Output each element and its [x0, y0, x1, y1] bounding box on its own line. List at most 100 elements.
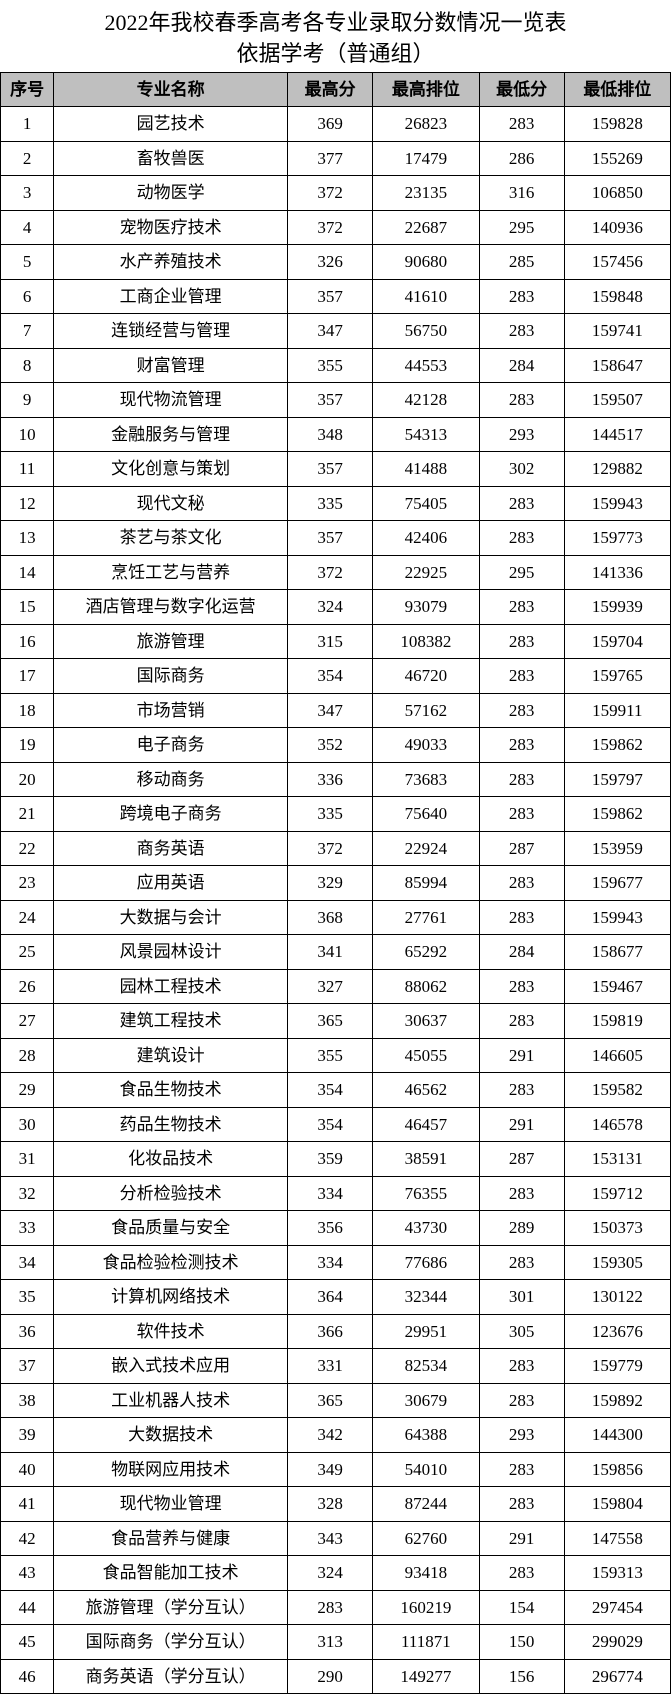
table-cell: 144517: [564, 417, 670, 452]
table-row: 20移动商务33673683283159797: [1, 762, 671, 797]
table-cell: 343: [288, 1521, 373, 1556]
table-cell: 159712: [564, 1176, 670, 1211]
table-cell: 324: [288, 590, 373, 625]
table-cell: 22: [1, 831, 54, 866]
table-cell: 1: [1, 107, 54, 142]
table-cell: 123676: [564, 1314, 670, 1349]
table-cell: 159862: [564, 797, 670, 832]
table-cell: 移动商务: [54, 762, 288, 797]
table-cell: 43730: [373, 1211, 479, 1246]
table-cell: 6: [1, 279, 54, 314]
table-cell: 357: [288, 452, 373, 487]
table-cell: 287: [479, 831, 564, 866]
table-cell: 27: [1, 1004, 54, 1039]
table-cell: 111871: [373, 1625, 479, 1660]
table-cell: 动物医学: [54, 176, 288, 211]
table-cell: 烹饪工艺与营养: [54, 555, 288, 590]
table-cell: 9: [1, 383, 54, 418]
table-cell: 市场营销: [54, 693, 288, 728]
table-cell: 57162: [373, 693, 479, 728]
table-cell: 旅游管理: [54, 624, 288, 659]
table-cell: 283: [479, 1556, 564, 1591]
table-cell: 46457: [373, 1107, 479, 1142]
table-row: 45国际商务（学分互认）313111871150299029: [1, 1625, 671, 1660]
table-cell: 茶艺与茶文化: [54, 521, 288, 556]
table-cell: 283: [479, 107, 564, 142]
table-row: 38工业机器人技术36530679283159892: [1, 1383, 671, 1418]
table-cell: 364: [288, 1280, 373, 1315]
table-cell: 76355: [373, 1176, 479, 1211]
table-row: 23应用英语32985994283159677: [1, 866, 671, 901]
table-body: 1园艺技术369268232831598282畜牧兽医3771747928615…: [1, 107, 671, 1694]
table-cell: 155269: [564, 141, 670, 176]
table-row: 19电子商务35249033283159862: [1, 728, 671, 763]
table-row: 1园艺技术36926823283159828: [1, 107, 671, 142]
table-cell: 283: [479, 279, 564, 314]
table-cell: 17479: [373, 141, 479, 176]
table-cell: 159828: [564, 107, 670, 142]
table-cell: 284: [479, 935, 564, 970]
table-cell: 文化创意与策划: [54, 452, 288, 487]
table-cell: 349: [288, 1452, 373, 1487]
col-index: 序号: [1, 72, 54, 107]
table-row: 39大数据技术34264388293144300: [1, 1418, 671, 1453]
table-cell: 64388: [373, 1418, 479, 1453]
table-cell: 324: [288, 1556, 373, 1591]
table-cell: 水产养殖技术: [54, 245, 288, 280]
table-cell: 291: [479, 1038, 564, 1073]
table-row: 40物联网应用技术34954010283159856: [1, 1452, 671, 1487]
table-cell: 93079: [373, 590, 479, 625]
table-cell: 283: [479, 1073, 564, 1108]
table-cell: 159856: [564, 1452, 670, 1487]
table-cell: 93418: [373, 1556, 479, 1591]
table-cell: 283: [479, 866, 564, 901]
table-cell: 酒店管理与数字化运营: [54, 590, 288, 625]
table-cell: 41: [1, 1487, 54, 1522]
table-cell: 现代物流管理: [54, 383, 288, 418]
table-cell: 150373: [564, 1211, 670, 1246]
table-row: 36软件技术36629951305123676: [1, 1314, 671, 1349]
table-cell: 301: [479, 1280, 564, 1315]
table-cell: 283: [479, 659, 564, 694]
table-cell: 54010: [373, 1452, 479, 1487]
table-cell: 4: [1, 210, 54, 245]
table-row: 10金融服务与管理34854313293144517: [1, 417, 671, 452]
table-cell: 305: [479, 1314, 564, 1349]
table-cell: 283: [479, 1004, 564, 1039]
table-cell: 141336: [564, 555, 670, 590]
table-cell: 15: [1, 590, 54, 625]
table-cell: 12: [1, 486, 54, 521]
table-cell: 30637: [373, 1004, 479, 1039]
table-cell: 159704: [564, 624, 670, 659]
table-cell: 39: [1, 1418, 54, 1453]
table-cell: 157456: [564, 245, 670, 280]
table-cell: 国际商务（学分互认）: [54, 1625, 288, 1660]
table-cell: 372: [288, 831, 373, 866]
table-cell: 24: [1, 900, 54, 935]
table-cell: 计算机网络技术: [54, 1280, 288, 1315]
table-cell: 23135: [373, 176, 479, 211]
table-cell: 372: [288, 555, 373, 590]
table-row: 37嵌入式技术应用33182534283159779: [1, 1349, 671, 1384]
table-row: 26园林工程技术32788062283159467: [1, 969, 671, 1004]
table-row: 44旅游管理（学分互认）283160219154297454: [1, 1590, 671, 1625]
table-cell: 14: [1, 555, 54, 590]
table-cell: 284: [479, 348, 564, 383]
table-cell: 食品检验检测技术: [54, 1245, 288, 1280]
table-cell: 54313: [373, 417, 479, 452]
table-cell: 20: [1, 762, 54, 797]
table-row: 15酒店管理与数字化运营32493079283159939: [1, 590, 671, 625]
table-cell: 56750: [373, 314, 479, 349]
table-cell: 3: [1, 176, 54, 211]
table-cell: 分析检验技术: [54, 1176, 288, 1211]
table-row: 5水产养殖技术32690680285157456: [1, 245, 671, 280]
table-row: 28建筑设计35545055291146605: [1, 1038, 671, 1073]
table-cell: 畜牧兽医: [54, 141, 288, 176]
table-cell: 334: [288, 1245, 373, 1280]
table-cell: 软件技术: [54, 1314, 288, 1349]
table-cell: 32344: [373, 1280, 479, 1315]
table-cell: 159943: [564, 486, 670, 521]
table-cell: 144300: [564, 1418, 670, 1453]
table-cell: 329: [288, 866, 373, 901]
table-cell: 158647: [564, 348, 670, 383]
